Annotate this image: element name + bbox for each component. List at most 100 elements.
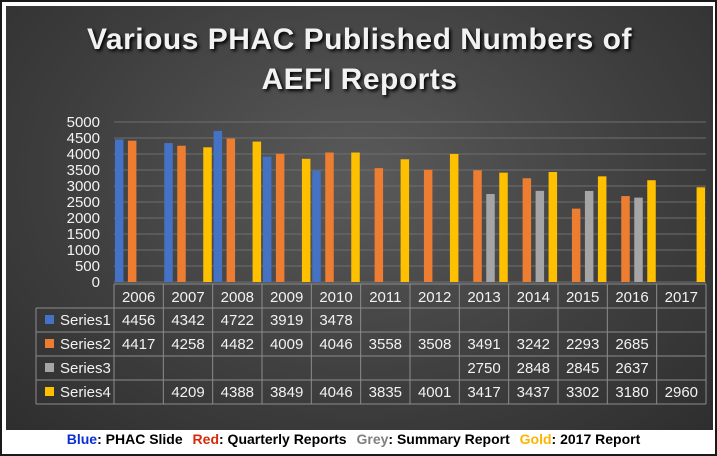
y-tick-label: 5000 [67, 114, 100, 131]
y-tick-label: 3000 [67, 178, 100, 195]
y-tick-label: 4500 [67, 130, 100, 147]
legend-key-series1 [45, 315, 54, 324]
bar-series3-2013 [486, 194, 495, 282]
data-label: 4417 [122, 336, 155, 353]
bar-series2-2007 [177, 145, 186, 282]
bar-series3-2016 [634, 197, 643, 282]
legend-label-series3: Series3 [60, 360, 111, 377]
x-category-label: 2008 [221, 289, 254, 306]
data-label: 2750 [467, 360, 500, 377]
data-label: 3437 [517, 384, 550, 401]
data-label: 3919 [270, 312, 303, 329]
data-label: 4722 [221, 312, 254, 329]
x-category-label: 2013 [467, 289, 500, 306]
chart-title-line1: Various PHAC Published Numbers of [87, 23, 632, 56]
color-legend-caption: Blue: PHAC Slide Red: Quarterly Reports … [0, 430, 713, 448]
bar-series2-2010 [325, 152, 334, 282]
bar-series1-2010 [312, 170, 321, 282]
caption-grey: Grey: Summary Report [356, 431, 515, 447]
y-tick-label: 1500 [67, 226, 100, 243]
data-label: 2960 [665, 384, 698, 401]
data-label: 3835 [369, 384, 402, 401]
data-label: 3849 [270, 384, 303, 401]
data-label: 2845 [566, 360, 599, 377]
data-label: 3478 [319, 312, 352, 329]
legend-key-series3 [45, 363, 54, 372]
caption-gold: Gold: 2017 Report [520, 431, 647, 447]
caption-red-text: : Quarterly Reports [219, 431, 347, 447]
bar-series4-2008 [252, 141, 262, 282]
bar-series2-2016 [621, 196, 630, 282]
bar-series4-2013 [499, 172, 508, 282]
caption-blue-text: : PHAC Slide [97, 431, 183, 447]
data-label: 4209 [171, 384, 204, 401]
x-category-label: 2012 [418, 289, 451, 306]
data-label: 3491 [467, 336, 500, 353]
caption-blue: Blue: PHAC Slide [67, 431, 189, 447]
bar-series1-2007 [164, 143, 173, 282]
bar-series1-2008 [213, 130, 223, 282]
caption-gold-key: Gold [519, 431, 552, 447]
data-label: 3242 [517, 336, 550, 353]
x-category-label: 2011 [369, 289, 401, 306]
bar-series1-2009 [262, 156, 272, 282]
y-tick-label: 3500 [67, 162, 100, 179]
chart-title: Various PHAC Published Numbers of AEFI R… [6, 20, 713, 100]
bar-series2-2009 [275, 153, 285, 282]
legend-label-series4: Series4 [60, 384, 111, 401]
bar-series3-2015 [584, 190, 594, 282]
chart-title-line2: AEFI Reports [261, 63, 458, 96]
legend-label-series1: Series1 [60, 312, 111, 329]
data-label: 4456 [122, 312, 155, 329]
bar-series4-2016 [647, 180, 656, 282]
x-category-label: 2006 [122, 289, 155, 306]
y-tick-label: 2000 [67, 210, 100, 227]
data-label: 4001 [418, 384, 451, 401]
x-category-label: 2014 [517, 289, 550, 306]
data-label: 4388 [221, 384, 254, 401]
data-label: 2685 [615, 336, 648, 353]
data-label: 4046 [319, 384, 352, 401]
caption-red-key: Red [192, 431, 219, 447]
bar-series1-2006 [114, 139, 124, 282]
caption-blue-key: Blue [66, 431, 98, 447]
x-category-label: 2017 [665, 289, 698, 306]
x-category-label: 2007 [171, 289, 204, 306]
bar-series2-2013 [473, 170, 482, 282]
data-label: 3302 [566, 384, 599, 401]
legend-key-series4 [45, 387, 54, 396]
y-tick-label: 2500 [67, 194, 100, 211]
chart-plot: 0500100015002000250030003500400045005000… [35, 114, 707, 405]
bar-series2-2006 [127, 140, 137, 282]
caption-grey-key: Grey [356, 431, 389, 447]
bar-series2-2015 [571, 208, 581, 282]
data-label: 3417 [467, 384, 500, 401]
y-tick-label: 1000 [67, 242, 100, 259]
bar-series2-2011 [374, 168, 384, 282]
x-category-label: 2016 [615, 289, 648, 306]
bar-series4-2010 [351, 152, 360, 282]
data-label: 4009 [270, 336, 303, 353]
chart-panel: Various PHAC Published Numbers of AEFI R… [6, 6, 713, 430]
data-label: 3180 [615, 384, 648, 401]
bar-series4-2009 [301, 158, 311, 282]
data-label: 3558 [369, 336, 402, 353]
bar-series2-2008 [226, 138, 236, 282]
data-label: 2293 [566, 336, 599, 353]
data-label: 4342 [171, 312, 204, 329]
data-label: 4258 [171, 336, 204, 353]
legend-label-series2: Series2 [60, 336, 111, 353]
data-label: 2637 [615, 360, 648, 377]
bar-series4-2012 [449, 153, 459, 282]
y-tick-label: 500 [75, 258, 100, 275]
x-category-label: 2009 [270, 289, 303, 306]
legend-key-series2 [45, 339, 54, 348]
bar-series4-2017 [696, 187, 706, 282]
x-category-label: 2015 [566, 289, 599, 306]
bar-series4-2015 [597, 176, 607, 282]
caption-gold-text: : 2017 Report [551, 431, 641, 447]
bar-series2-2012 [423, 169, 433, 282]
caption-red: Red: Quarterly Reports [193, 431, 353, 447]
caption-grey-text: : Summary Report [388, 431, 510, 447]
